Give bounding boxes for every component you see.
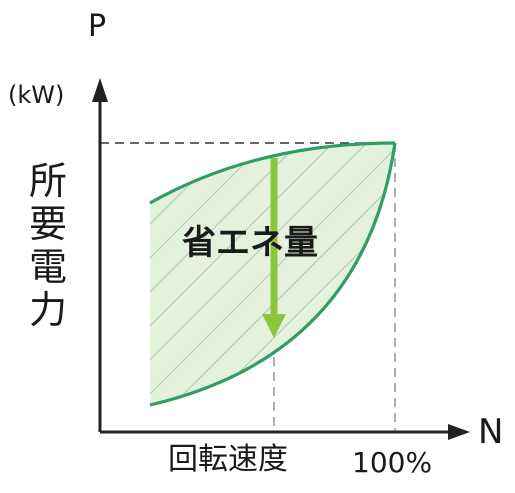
- x-axis-symbol: N: [478, 412, 504, 452]
- lower-power-curve: [149, 142, 397, 407]
- y-axis-arrowhead: [92, 78, 108, 102]
- x-axis-arrowhead: [448, 424, 470, 440]
- y-axis-label-char: 要: [28, 202, 67, 246]
- y-axis-label-char: 所: [28, 159, 67, 203]
- savings-arrow-head: [262, 314, 286, 338]
- y-axis-label: 所 要 電 力: [26, 160, 70, 332]
- x-axis-label: 回転速度: [168, 442, 288, 477]
- x-axis-max-label: 100%: [352, 446, 433, 479]
- y-axis-symbol: P: [88, 9, 107, 44]
- y-axis-unit: (kW): [8, 81, 65, 109]
- y-axis-label-char: 力: [28, 288, 67, 332]
- energy-saving-label: 省エネ量: [182, 223, 318, 263]
- y-axis-label-char: 電: [28, 245, 67, 289]
- upper-power-curve: [149, 141, 396, 205]
